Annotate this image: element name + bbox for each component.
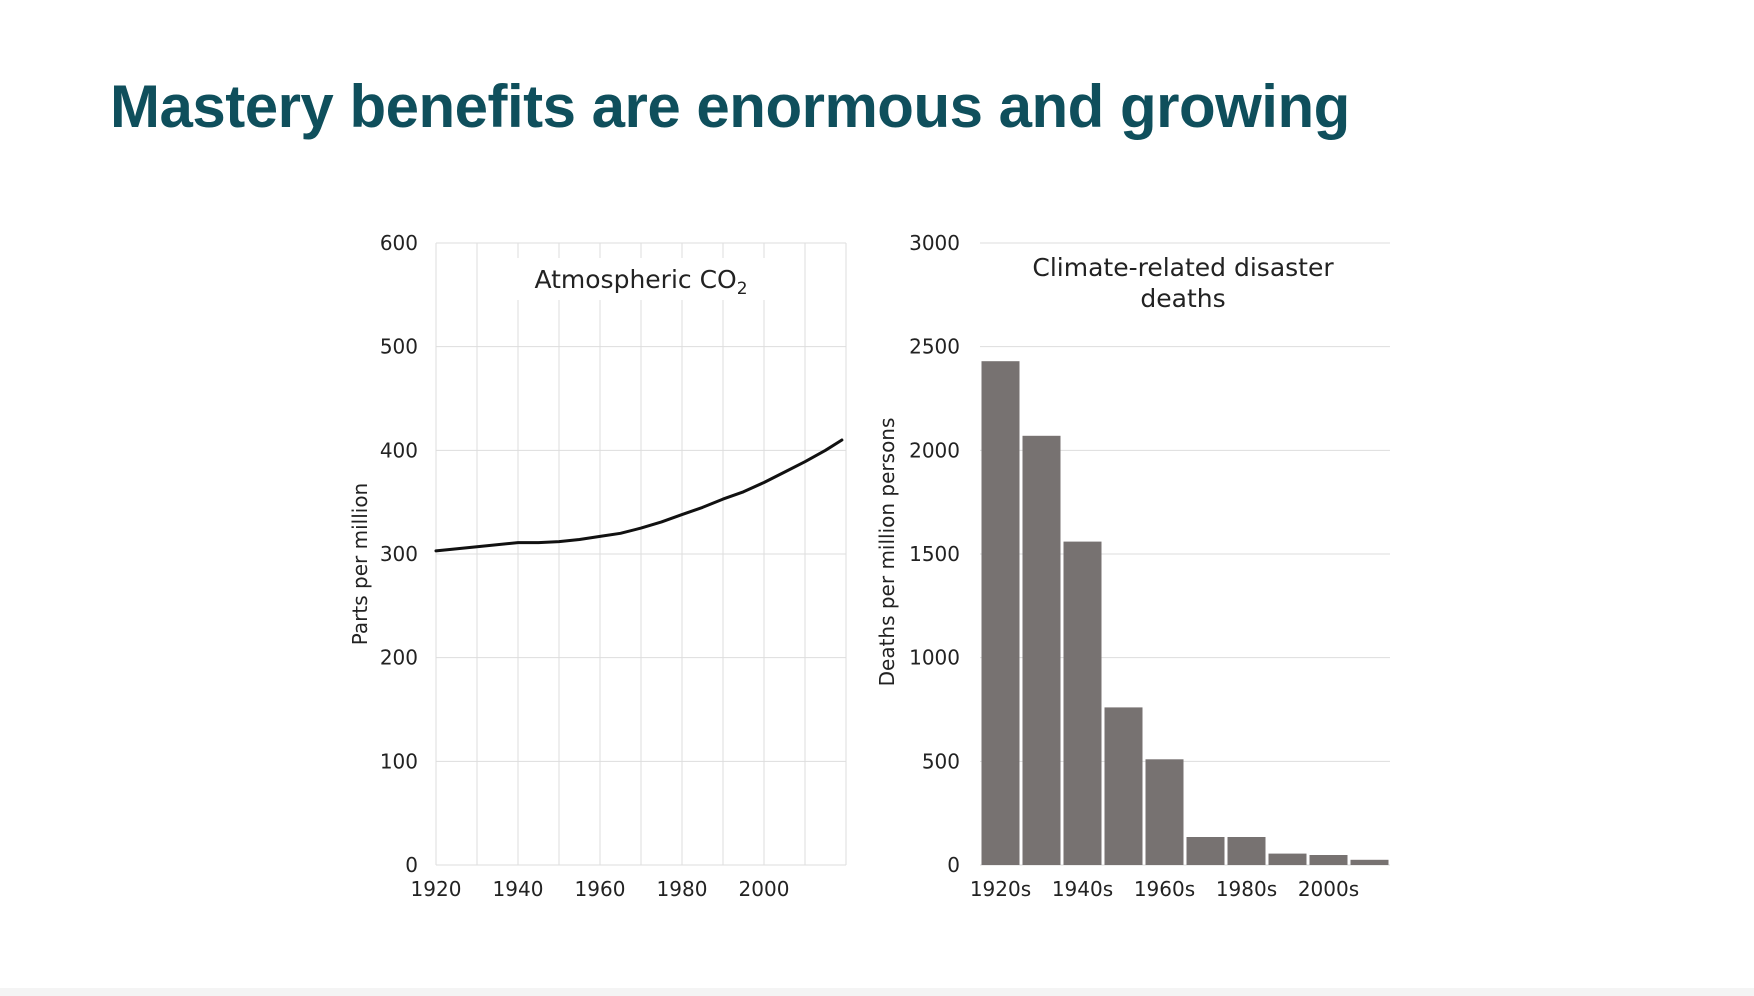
deaths-bar-2010s	[1350, 859, 1389, 865]
co2-y-tick-label: 200	[380, 646, 418, 670]
co2-y-axis-label: Parts per million	[348, 483, 372, 645]
deaths-y-tick-label: 3000	[909, 231, 960, 255]
deaths-y-axis-label: Deaths per million persons	[875, 418, 899, 687]
deaths-bar-1930s	[1022, 435, 1061, 865]
co2-x-tick-label: 2000	[739, 877, 790, 901]
deaths-chart-title-line: deaths	[1140, 284, 1225, 313]
deaths-bar-1950s	[1104, 707, 1143, 865]
co2-y-tick-label: 500	[380, 335, 418, 359]
deaths-x-tick-label: 1960s	[1134, 877, 1195, 901]
deaths-chart-title-line: Climate-related disaster	[1032, 253, 1334, 282]
co2-y-tick-label: 300	[380, 542, 418, 566]
deaths-bar-1970s	[1186, 837, 1225, 865]
co2-y-tick-label: 0	[405, 853, 418, 877]
deaths-bar-1980s	[1227, 837, 1266, 865]
co2-x-tick-label: 1980	[657, 877, 708, 901]
deaths-bar-1920s	[981, 361, 1020, 865]
co2-chart-title: Atmospheric CO2	[534, 265, 747, 299]
deaths-title-background	[1010, 250, 1360, 316]
deaths-y-tick-label: 2500	[909, 335, 960, 359]
deaths-y-tick-label: 2000	[909, 438, 960, 462]
deaths-bar-1940s	[1063, 541, 1102, 865]
co2-y-tick-label: 100	[380, 749, 418, 773]
co2-x-tick-label: 1920	[411, 877, 462, 901]
deaths-x-tick-label: 2000s	[1298, 877, 1359, 901]
co2-x-tick-label: 1960	[575, 877, 626, 901]
deaths-y-tick-label: 500	[922, 749, 960, 773]
co2-x-tick-label: 1940	[493, 877, 544, 901]
deaths-x-tick-label: 1980s	[1216, 877, 1277, 901]
deaths-bar-2000s	[1309, 855, 1348, 865]
deaths-y-tick-label: 0	[947, 853, 960, 877]
co2-y-tick-label: 400	[380, 438, 418, 462]
deaths-y-tick-label: 1000	[909, 646, 960, 670]
deaths-y-tick-label: 1500	[909, 542, 960, 566]
footer-band	[0, 988, 1754, 996]
co2-series-line	[434, 438, 844, 553]
co2-y-tick-label: 600	[380, 231, 418, 255]
deaths-x-tick-label: 1940s	[1052, 877, 1113, 901]
co2-title-background	[516, 258, 766, 300]
deaths-bar-1990s	[1268, 853, 1307, 865]
deaths-bar-1960s	[1145, 759, 1184, 865]
slide-title: Mastery benefits are enormous and growin…	[110, 73, 1350, 140]
deaths-x-tick-label: 1920s	[970, 877, 1031, 901]
